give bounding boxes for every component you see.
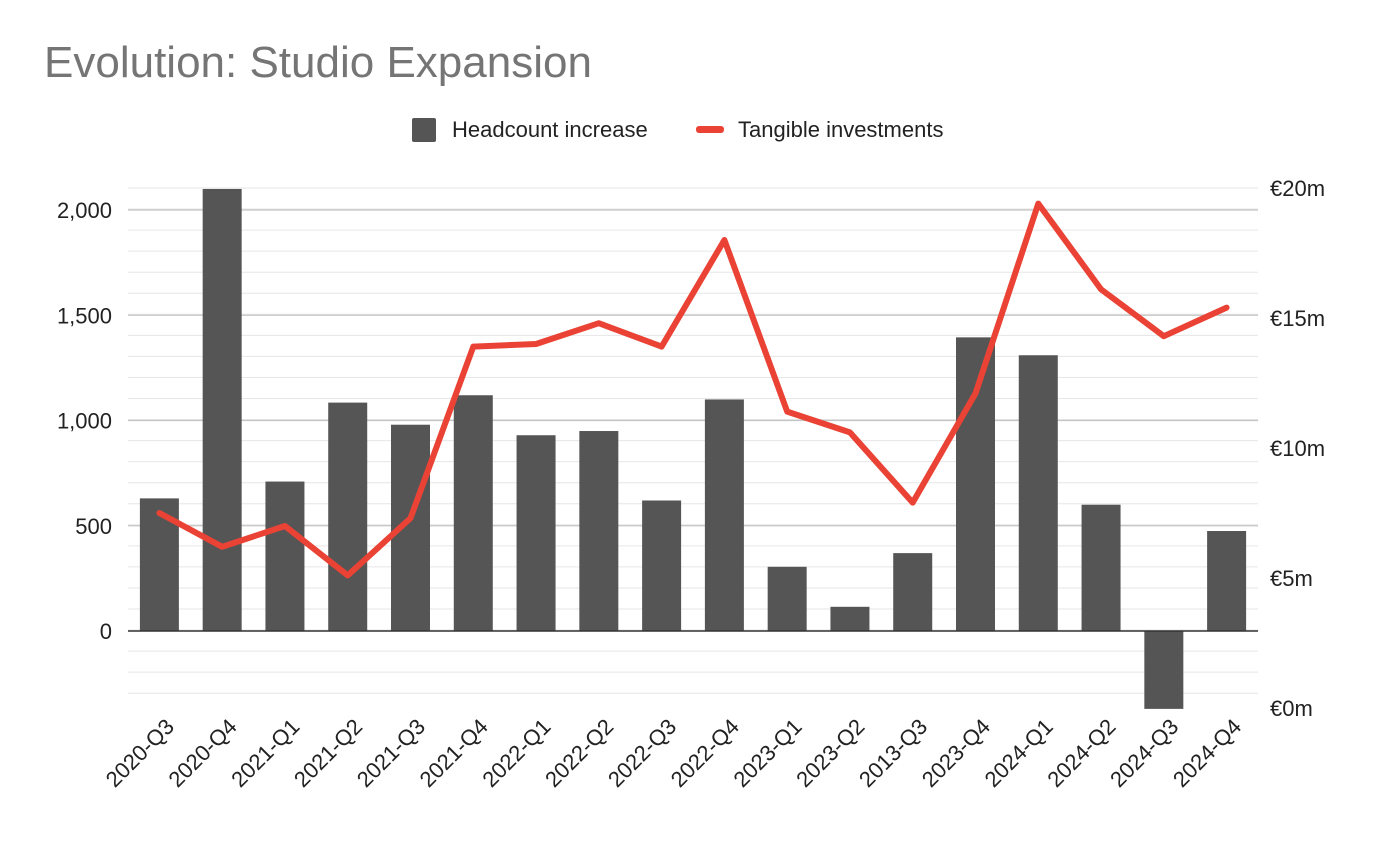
right-tick-label: €5m	[1270, 566, 1313, 591]
x-tick-label: 2022-Q1	[477, 714, 555, 792]
x-tick-label: 2024-Q1	[980, 714, 1058, 792]
bar-2021-Q1	[265, 481, 305, 631]
x-tick-label: 2023-Q1	[728, 714, 806, 792]
bar-2022-Q1	[516, 435, 556, 631]
bar-2020-Q4	[202, 188, 242, 631]
bar-2013-Q3	[893, 553, 933, 631]
x-tick-label: 2021-Q4	[415, 714, 493, 792]
legend: Headcount increase Tangible investments	[412, 117, 943, 142]
x-tick-label: 2024-Q4	[1168, 714, 1246, 792]
bar-2024-Q2	[1081, 504, 1121, 631]
left-tick-label: 1,500	[57, 303, 112, 328]
x-tick-label: 2022-Q2	[540, 714, 618, 792]
right-tick-label: €10m	[1270, 436, 1325, 461]
x-axis-ticks: 2020-Q32020-Q42021-Q12021-Q22021-Q32021-…	[101, 714, 1246, 792]
x-tick-label: 2024-Q3	[1105, 714, 1183, 792]
right-tick-label: €20m	[1270, 176, 1325, 201]
x-tick-label: 2020-Q3	[101, 714, 179, 792]
major-gridlines	[128, 209, 1258, 527]
bar-2022-Q2	[579, 431, 619, 631]
bar-2021-Q4	[453, 395, 493, 631]
bar-2024-Q4	[1207, 531, 1247, 631]
line-series	[156, 200, 1230, 579]
x-tick-label: 2023-Q2	[791, 714, 869, 792]
left-axis-ticks: 0 500 1,000 1,500 2,000	[57, 198, 112, 644]
left-tick-label: 1,000	[57, 409, 112, 434]
x-tick-label: 2021-Q3	[352, 714, 430, 792]
right-tick-label: €0m	[1270, 696, 1313, 721]
x-tick-label: 2022-Q3	[603, 714, 681, 792]
bar-2024-Q1	[1018, 355, 1058, 631]
x-tick-label: 2020-Q4	[163, 714, 241, 792]
minor-gridlines	[128, 187, 1258, 694]
x-tick-label: 2023-Q4	[917, 714, 995, 792]
bar-2023-Q4	[956, 337, 995, 631]
x-tick-label: 2022-Q4	[666, 714, 744, 792]
bar-2023-Q2	[830, 606, 870, 631]
bar-2022-Q4	[704, 399, 744, 631]
legend-label-headcount: Headcount increase	[452, 117, 648, 142]
right-tick-label: €15m	[1270, 306, 1325, 331]
bar-2024-Q3	[1144, 631, 1184, 709]
right-axis-ticks: €0m €5m €10m €15m €20m	[1270, 176, 1325, 721]
x-tick-label: 2013-Q3	[854, 714, 932, 792]
left-tick-label: 500	[75, 514, 112, 539]
bar-2022-Q3	[642, 500, 682, 631]
x-tick-label: 2024-Q2	[1042, 714, 1120, 792]
bar-2023-Q1	[767, 566, 807, 631]
legend-label-investments: Tangible investments	[738, 117, 943, 142]
left-tick-label: 2,000	[57, 198, 112, 223]
legend-swatch-headcount	[412, 118, 436, 142]
bar-2021-Q2	[328, 402, 368, 631]
chart-title: Evolution: Studio Expansion	[44, 38, 592, 87]
left-tick-label: 0	[100, 619, 112, 644]
legend-swatch-investments	[696, 126, 724, 133]
bar-series	[139, 188, 1247, 709]
x-tick-label: 2021-Q1	[226, 714, 304, 792]
x-tick-label: 2021-Q2	[289, 714, 367, 792]
